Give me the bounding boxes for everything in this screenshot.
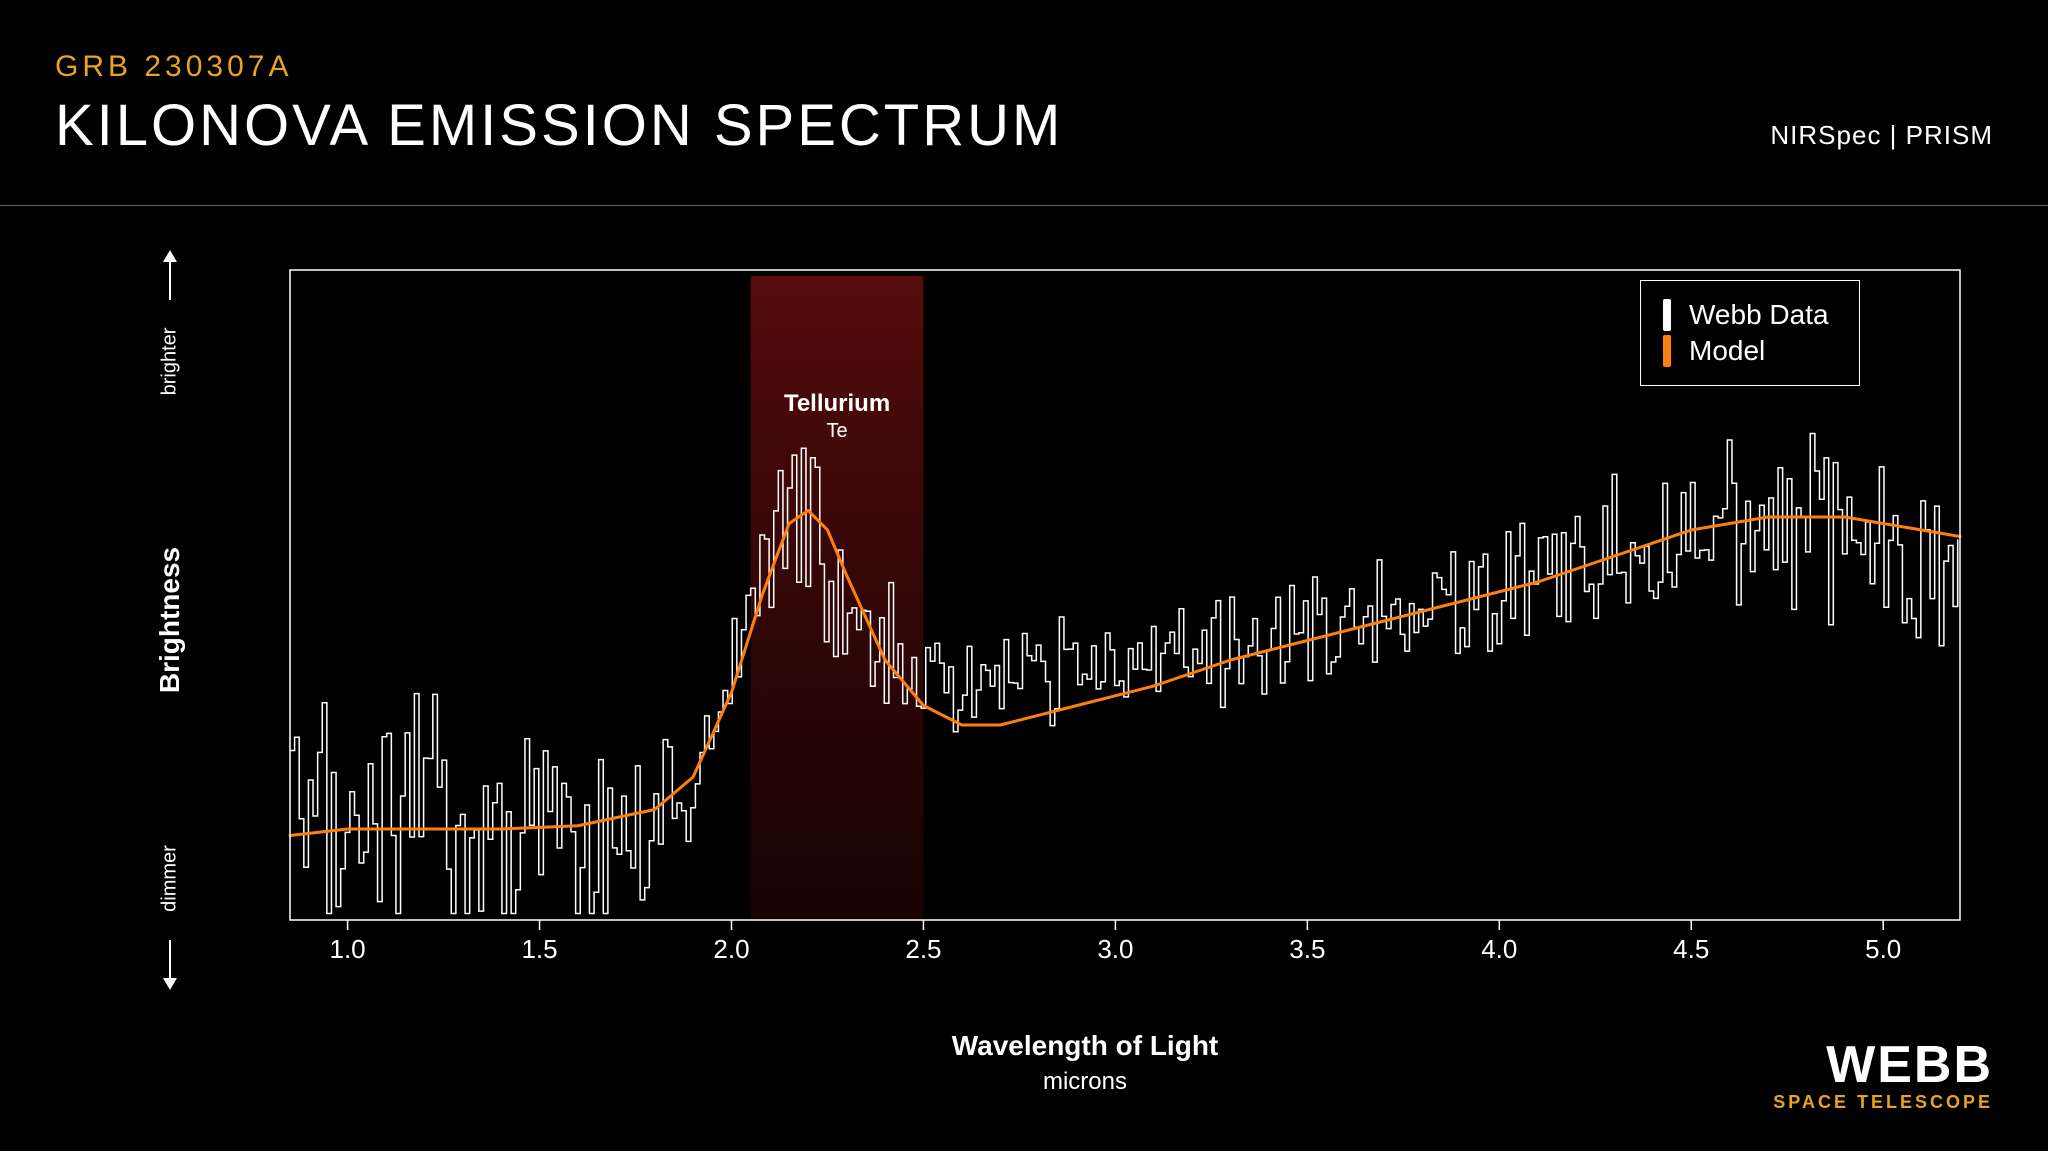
brighter-arrow-icon <box>169 260 171 300</box>
logo-sub: SPACE TELESCOPE <box>1773 1093 1993 1111</box>
y-sublabel-brighter: brighter <box>159 328 182 396</box>
legend-label: Webb Data <box>1689 299 1829 331</box>
header-divider <box>0 205 2048 206</box>
feature-symbol: Te <box>777 420 897 443</box>
legend-item: Model <box>1663 335 1829 367</box>
header-subtitle: GRB 230307A <box>55 50 1993 84</box>
webb-logo: WEBB SPACE TELESCOPE <box>1773 1039 1993 1111</box>
instrument-label: NIRSpec | PRISM <box>1770 120 1993 151</box>
svg-text:4.0: 4.0 <box>1481 934 1517 964</box>
feature-name: Tellurium <box>777 390 897 418</box>
chart-legend: Webb Data Model <box>1640 280 1860 386</box>
legend-swatch-icon <box>1663 299 1671 331</box>
header-title: KILONOVA EMISSION SPECTRUM <box>55 92 1993 159</box>
svg-text:1.5: 1.5 <box>521 934 557 964</box>
svg-text:5.0: 5.0 <box>1865 934 1901 964</box>
svg-text:3.0: 3.0 <box>1097 934 1133 964</box>
x-axis-label-group: Wavelength of Light microns <box>200 1030 1970 1096</box>
x-axis-label: Wavelength of Light <box>200 1030 1970 1062</box>
y-sublabel-dimmer: dimmer <box>159 845 182 912</box>
legend-swatch-icon <box>1663 335 1671 367</box>
dimmer-arrow-icon <box>169 940 171 980</box>
legend-item: Webb Data <box>1663 299 1829 331</box>
feature-label-tellurium: Tellurium Te <box>777 390 897 443</box>
svg-text:4.5: 4.5 <box>1673 934 1709 964</box>
x-axis-sublabel: microns <box>200 1068 1970 1096</box>
svg-text:1.0: 1.0 <box>330 934 366 964</box>
logo-main: WEBB <box>1773 1039 1993 1091</box>
svg-text:2.5: 2.5 <box>905 934 941 964</box>
y-axis-label: Brightness <box>154 547 186 693</box>
legend-label: Model <box>1689 335 1765 367</box>
svg-text:3.5: 3.5 <box>1289 934 1325 964</box>
y-axis-label-group: brighter Brightness dimmer <box>140 260 200 980</box>
svg-text:2.0: 2.0 <box>713 934 749 964</box>
